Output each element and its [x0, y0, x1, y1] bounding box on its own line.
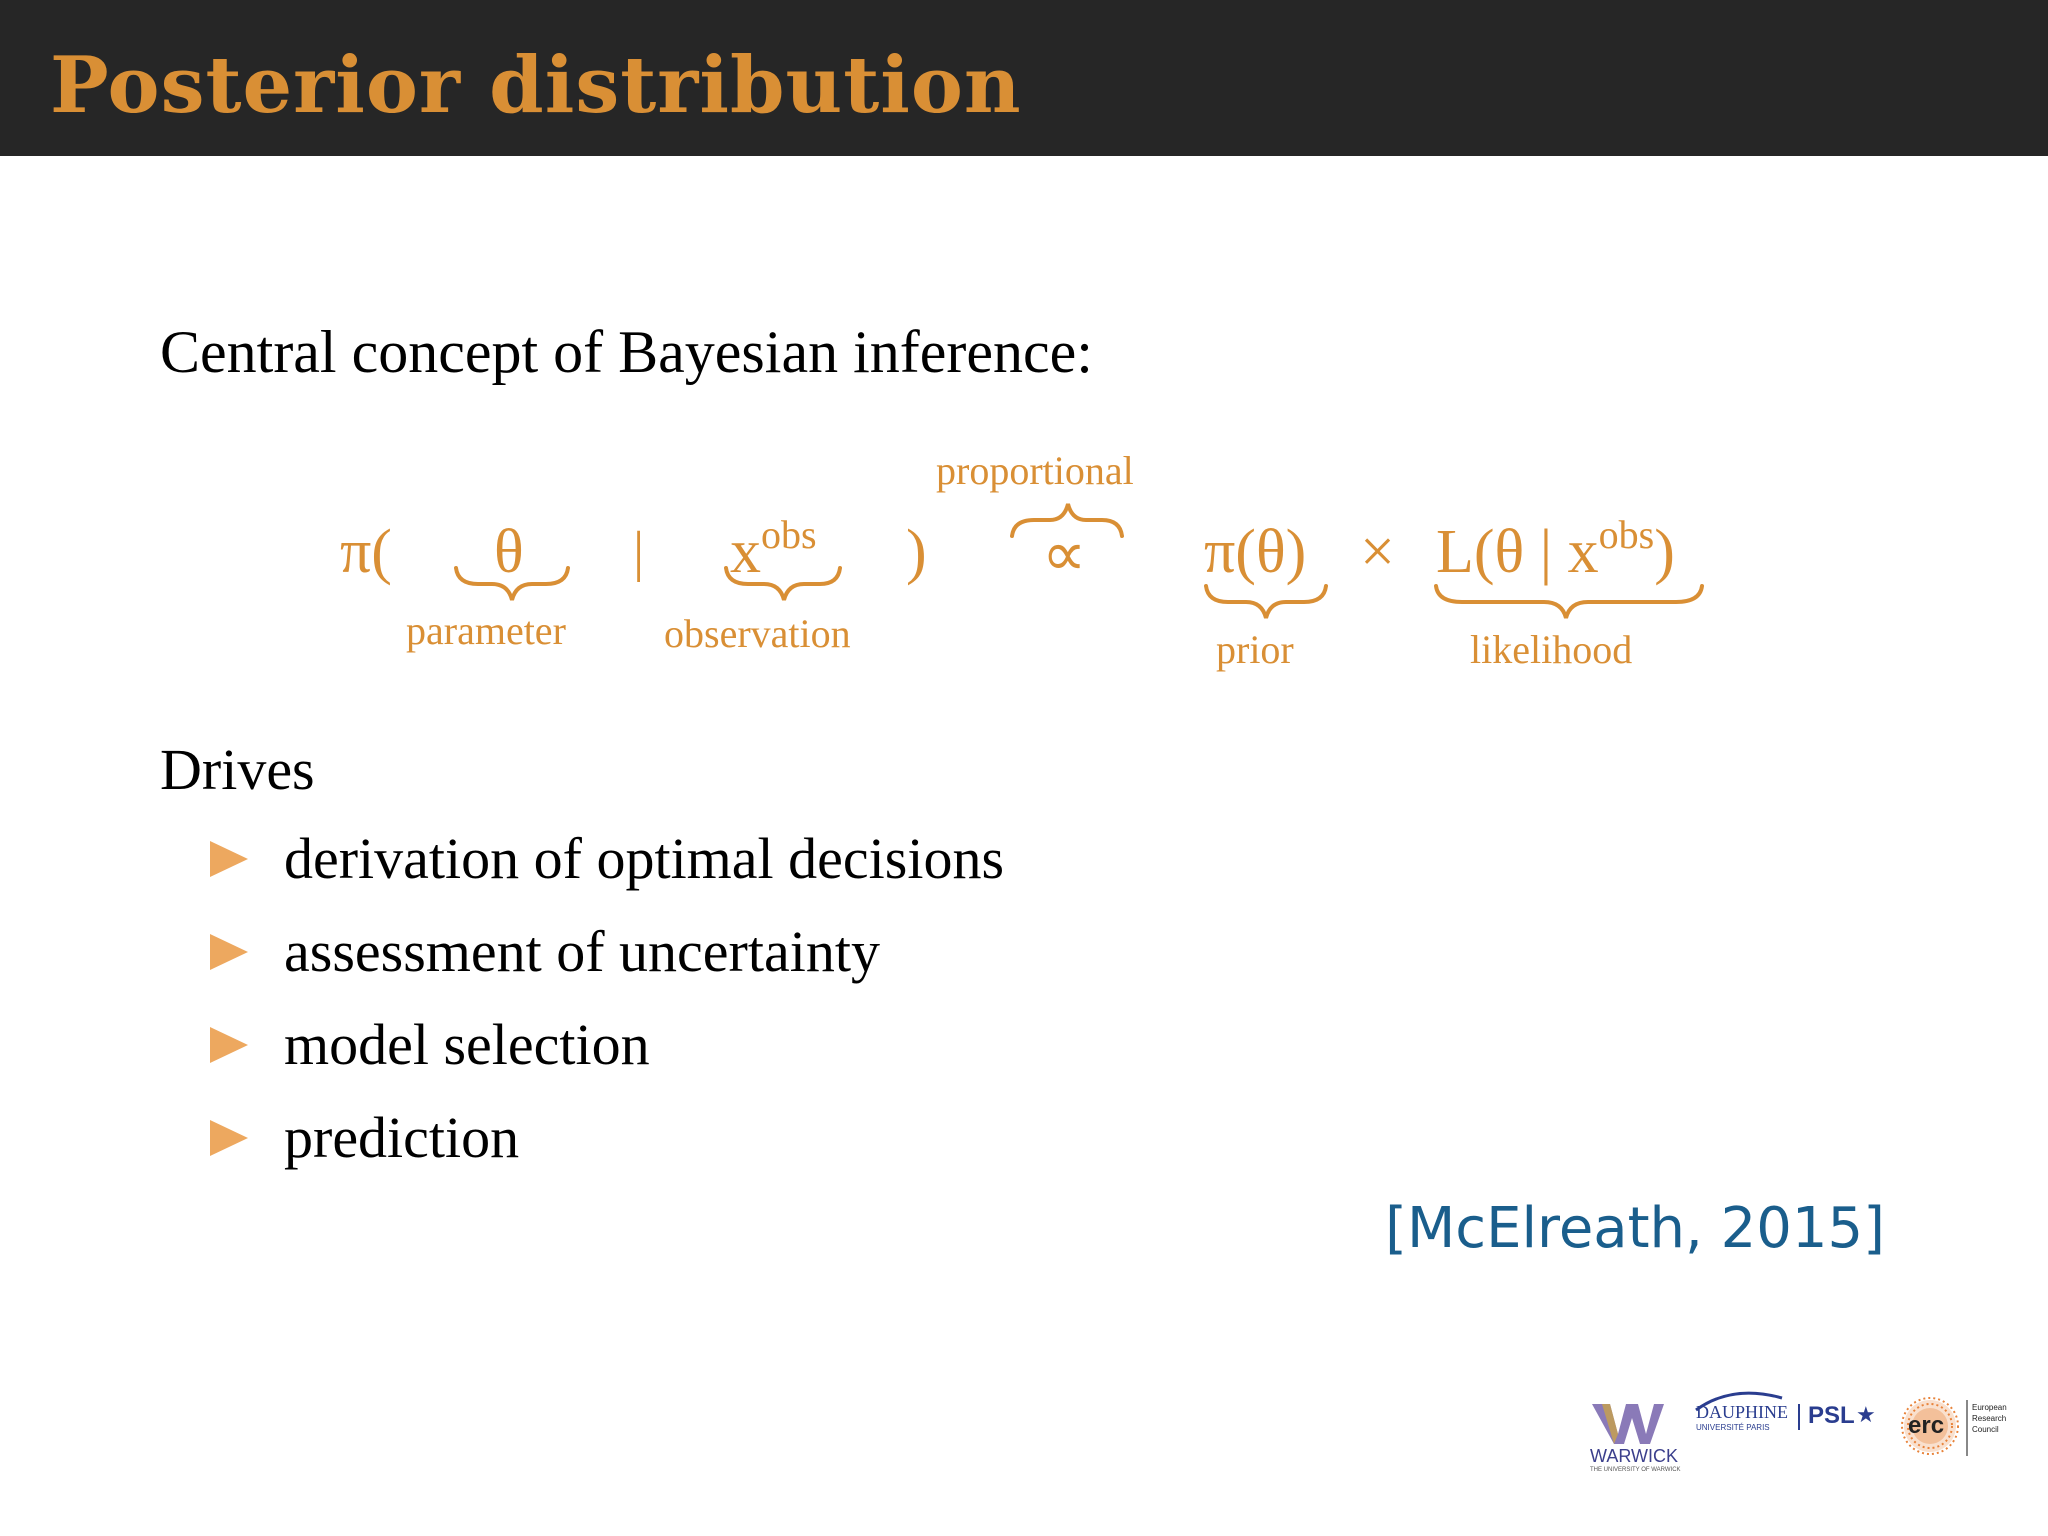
warwick-logo-icon: [1592, 1404, 1664, 1444]
slide-title: Posterior distribution: [50, 40, 1022, 131]
erc-divider: [1966, 1400, 1968, 1456]
label-parameter: parameter: [406, 608, 566, 653]
drives-label: Drives: [160, 737, 315, 802]
erc-line-3: Council: [1972, 1425, 1999, 1434]
label-prior: prior: [1216, 627, 1294, 672]
bullet-text: assessment of uncertainty: [284, 919, 880, 984]
psl-star-icon: ★: [1856, 1402, 1876, 1427]
formula-bar: |: [633, 521, 645, 583]
formula-times: ×: [1360, 518, 1395, 586]
formula-x-obs: xobs: [730, 512, 817, 588]
underbrace-parameter: [454, 566, 570, 601]
formula-prior-expr: π(θ): [1204, 518, 1307, 586]
bullet-text: derivation of optimal decisions: [284, 826, 1005, 891]
triangle-bullet-icon: [210, 934, 248, 970]
label-likelihood: likelihood: [1470, 627, 1633, 672]
dauphine-logo-text: DAUPHINE: [1696, 1402, 1788, 1422]
bullet-text: model selection: [284, 1012, 650, 1077]
warwick-logo-subtext: THE UNIVERSITY OF WARWICK: [1590, 1467, 1681, 1473]
dauphine-swoosh-icon: [1695, 1391, 1783, 1412]
underbrace-likelihood: [1434, 584, 1704, 619]
intro-text: Central concept of Bayesian inference:: [160, 319, 1093, 385]
formula-x: x: [730, 518, 761, 586]
erc-council-text: European Research Council: [1972, 1402, 2007, 1435]
warwick-logo-text: WARWICK: [1590, 1446, 1678, 1466]
logo-strip: WARWICK THE UNIVERSITY OF WARWICK DAUPHI…: [1580, 1390, 2020, 1500]
posterior-formula: π( θ | xobs ) proportional ∝ π(θ) × L(θ …: [0, 0, 2048, 720]
formula-obs-superscript: obs: [761, 512, 817, 557]
formula-theta: θ: [494, 518, 524, 586]
slide-header: Posterior distribution: [0, 0, 2048, 156]
likelihood-obs-superscript: obs: [1598, 512, 1655, 557]
likelihood-suffix: ): [1654, 518, 1675, 586]
erc-line-1: European: [1972, 1403, 2007, 1412]
label-proportional: proportional: [936, 448, 1134, 493]
triangle-bullet-icon: [210, 1027, 248, 1063]
formula-braces: [454, 503, 1704, 619]
likelihood-prefix: L(θ | x: [1436, 518, 1599, 586]
logo-divider: [1798, 1404, 1800, 1430]
erc-line-2: Research: [1972, 1414, 2007, 1423]
underbrace-observation: [724, 566, 842, 601]
formula-likelihood-expr: L(θ | xobs): [1436, 512, 1675, 588]
psl-logo-text: PSL: [1808, 1402, 1855, 1429]
bullet-text: prediction: [284, 1105, 520, 1170]
triangle-bullet-icon: [210, 841, 248, 877]
citation-link[interactable]: [McElreath, 2015]: [1385, 1196, 1885, 1261]
overbrace-proportional: [1010, 503, 1124, 538]
formula-propto: ∝: [1042, 521, 1087, 589]
triangle-bullet-icon: [210, 1120, 248, 1156]
underbrace-prior: [1204, 584, 1328, 619]
formula-pi-open: π(: [340, 518, 392, 586]
formula-close-paren: ): [906, 518, 927, 586]
label-observation: observation: [664, 611, 851, 656]
erc-starburst-icon: [1901, 1397, 1959, 1455]
dauphine-logo-subtext: UNIVERSITÉ PARIS: [1696, 1423, 1770, 1432]
erc-logo-text: erc: [1908, 1412, 1945, 1439]
